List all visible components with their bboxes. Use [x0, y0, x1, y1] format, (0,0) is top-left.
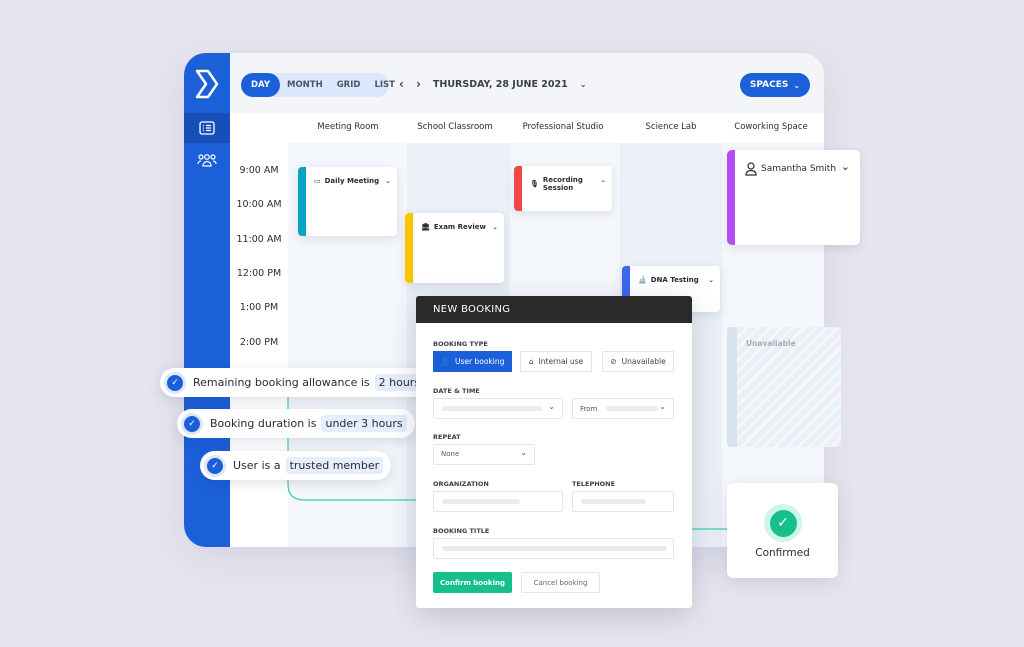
check-circle-icon: ✓ [764, 504, 802, 542]
type-internal-use[interactable]: ⌂ Internal use [520, 351, 592, 372]
column-header: School Classroom [417, 122, 493, 132]
date-select[interactable]: ⌄ [433, 398, 563, 419]
modal-title: NEW BOOKING [416, 296, 692, 323]
list-icon [199, 121, 215, 135]
rule-text: Remaining booking allowance is [193, 376, 370, 389]
column-header: Meeting Room [317, 122, 379, 132]
column-header: Science Lab [645, 122, 697, 132]
spaces-button[interactable]: SPACES ⌄ [740, 73, 810, 97]
chevron-down-icon[interactable]: ⌄ [579, 79, 587, 89]
booking-title-label: BOOKING TITLE [433, 527, 490, 535]
check-icon: ✓ [207, 457, 223, 474]
sidebar-item-list[interactable] [184, 113, 230, 143]
event-samantha-smith[interactable]: Samantha Smith ⌄ [727, 150, 860, 245]
chevron-down-icon[interactable]: ⌄ [600, 176, 606, 184]
rule-value: under 3 hours [321, 415, 407, 432]
ban-icon: ⊘ [610, 357, 617, 366]
time-label: 2:00 PM [239, 337, 279, 348]
cancel-booking-button[interactable]: Cancel booking [521, 572, 600, 593]
event-title: Samantha Smith [761, 164, 837, 174]
user-icon: 👤 [440, 357, 450, 366]
chevron-down-icon[interactable]: ⌄ [708, 276, 714, 284]
rule-allowance: ✓ Remaining booking allowance is 2 hours [160, 368, 433, 397]
chevron-right-icon[interactable]: › [415, 77, 421, 91]
date-time-label: DATE & TIME [433, 387, 480, 395]
type-label: Unavailable [621, 357, 666, 366]
user-icon [745, 162, 757, 176]
event-title: Daily Meeting [324, 177, 380, 185]
column-header: Coworking Space [734, 122, 808, 132]
microphone-icon: 🎙 [530, 180, 539, 188]
users-icon [197, 154, 217, 167]
view-grid[interactable]: GRID [336, 80, 361, 90]
chevron-down-icon: ⌄ [793, 80, 801, 90]
rule-trusted: ✓ User is a trusted member [200, 451, 392, 480]
check-icon: ✓ [184, 415, 200, 432]
presentation-icon: ▭ [314, 177, 321, 185]
booking-title-input[interactable] [433, 538, 674, 559]
type-label: User booking [454, 357, 505, 366]
time-label: 1:00 PM [239, 302, 279, 313]
repeat-label: REPEAT [433, 433, 461, 441]
unavailable-block: Unavailable [727, 327, 841, 447]
spaces-label: SPACES [749, 80, 789, 90]
column-header: Professional Studio [522, 122, 604, 132]
view-switcher: DAY MONTH GRID LIST [241, 73, 395, 97]
time-label: 12:00 PM [236, 268, 282, 279]
sidebar-item-users[interactable] [184, 145, 230, 175]
check-icon: ✓ [167, 374, 183, 391]
from-time-select[interactable]: From ⌄ [572, 398, 674, 419]
rule-value: 2 hours [374, 374, 425, 391]
confirmed-card: ✓ Confirmed [727, 483, 838, 578]
time-label: 11:00 AM [236, 234, 282, 245]
microscope-icon: 🔬 [638, 276, 647, 284]
view-day[interactable]: DAY [241, 73, 280, 97]
type-user-booking[interactable]: 👤 User booking [433, 351, 512, 372]
confirmed-label: Confirmed [755, 547, 810, 559]
view-list[interactable]: LIST [374, 80, 395, 90]
chevron-down-icon[interactable]: ⌄ [840, 160, 850, 173]
building-icon: 🏛 [421, 223, 430, 231]
home-icon: ⌂ [528, 357, 534, 366]
repeat-select[interactable]: None ⌄ [433, 444, 535, 465]
repeat-value: None [441, 450, 460, 458]
rule-value: trusted member [285, 457, 384, 474]
time-label: 9:00 AM [239, 165, 279, 176]
current-date[interactable]: THURSDAY, 28 JUNE 2021 [432, 78, 568, 90]
time-label: 10:00 AM [236, 199, 282, 210]
type-label: Internal use [538, 357, 584, 366]
confirm-booking-button[interactable]: Confirm booking [433, 572, 512, 593]
unavailable-label: Unavailable [746, 339, 796, 348]
event-daily-meeting[interactable]: ▭ Daily Meeting ⌄ [298, 167, 397, 236]
event-title: Recording Session [542, 176, 583, 192]
telephone-input[interactable] [572, 491, 674, 512]
date-navigation: ‹ › THURSDAY, 28 JUNE 2021 ⌄ [399, 77, 586, 91]
rule-text: Booking duration is [210, 417, 317, 430]
event-title: Exam Review [433, 223, 486, 231]
chevron-down-icon: ⌄ [548, 402, 555, 411]
column-headers: Meeting Room School Classroom Profession… [230, 113, 824, 143]
new-booking-modal: NEW BOOKING BOOKING TYPE 👤 User booking ⌂… [416, 296, 692, 608]
telephone-label: TELEPHONE [572, 480, 616, 488]
event-exam-review[interactable]: 🏛 Exam Review ⌄ [405, 213, 504, 283]
chevron-down-icon[interactable]: ⌄ [385, 177, 391, 185]
type-unavailable[interactable]: ⊘ Unavailable [602, 351, 674, 372]
chevron-down-icon[interactable]: ⌄ [492, 223, 498, 231]
chevron-down-icon: ⌄ [659, 402, 666, 411]
logo-icon [195, 69, 219, 99]
event-title: DNA Testing [650, 276, 699, 284]
chevron-left-icon[interactable]: ‹ [399, 77, 404, 91]
organization-input[interactable] [433, 491, 563, 512]
event-recording-session[interactable]: 🎙 Recording Session ⌄ [514, 166, 612, 211]
from-label: From [580, 405, 598, 413]
organization-label: ORGANIZATION [433, 480, 489, 488]
chevron-down-icon: ⌄ [520, 448, 527, 457]
booking-type-label: BOOKING TYPE [433, 340, 488, 348]
view-month[interactable]: MONTH [286, 80, 323, 90]
rule-duration: ✓ Booking duration is under 3 hours [177, 409, 415, 438]
rule-text: User is a [233, 459, 281, 472]
